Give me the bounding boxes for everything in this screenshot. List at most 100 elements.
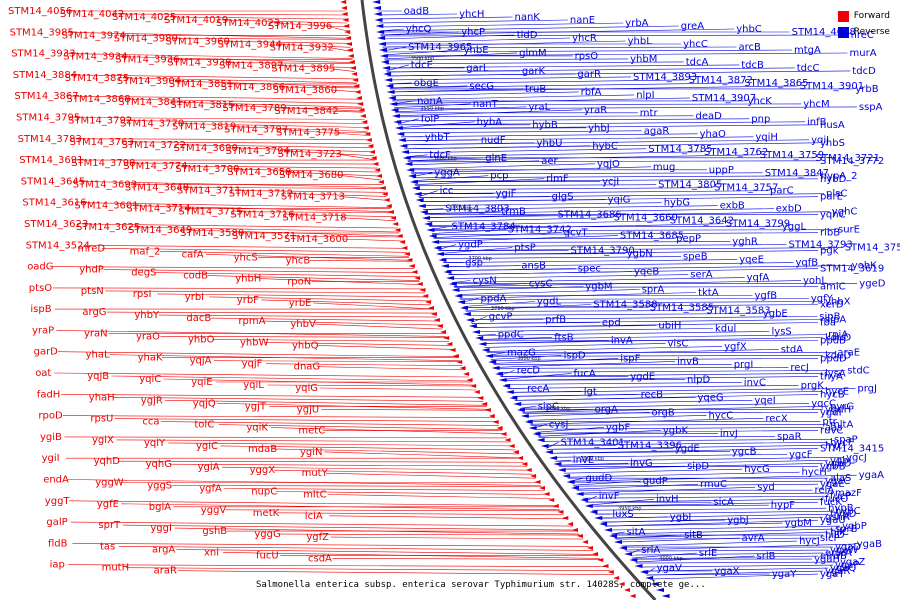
reverse-leader-line xyxy=(404,145,591,150)
reverse-gene-label: yhbU xyxy=(537,138,563,149)
forward-gene-arrow xyxy=(463,372,470,376)
reverse-leader-line xyxy=(412,175,819,179)
reverse-gene-label: ygcJ xyxy=(846,452,867,463)
reverse-gene-label: sitA xyxy=(627,527,646,538)
reverse-gene-arrow xyxy=(580,498,589,502)
scale-tick-label: 3850 kbp xyxy=(547,406,571,412)
forward-gene-arrow xyxy=(385,204,392,208)
forward-gene-label: STM14_3851 xyxy=(169,79,233,90)
reverse-gene-label: parC xyxy=(770,186,794,197)
reverse-gene-label: STM14_3893 xyxy=(633,72,697,83)
forward-leader-line xyxy=(69,53,353,59)
forward-gene-label: mutY xyxy=(302,468,329,479)
scale-tick-label: 3900 kbp xyxy=(581,456,605,462)
reverse-gene-label: STM14_3805 xyxy=(658,180,722,191)
forward-gene-label: ygjU xyxy=(297,404,319,415)
forward-gene-label: sprT xyxy=(98,520,121,531)
reverse-gene-label: obgE xyxy=(414,78,439,89)
reverse-gene-label: ispF xyxy=(620,353,640,364)
legend-item-forward: Forward xyxy=(837,8,890,24)
scale-tick-label: 3550 kbp xyxy=(421,106,445,112)
reverse-gene-label: STM14_3588 xyxy=(593,300,657,311)
reverse-gene-label: garR xyxy=(577,69,601,80)
forward-leader-line xyxy=(117,13,346,16)
reverse-gene-label: ygdI xyxy=(820,407,842,418)
reverse-gene-arrow xyxy=(454,294,463,298)
reverse-gene-label: orgB xyxy=(652,407,675,418)
reverse-gene-label: STM14_3847 xyxy=(765,168,829,179)
scale-tick-label: 3500 kbp xyxy=(411,56,435,62)
reverse-gene-label: cysC xyxy=(529,279,553,290)
forward-gene-arrow xyxy=(481,402,488,406)
forward-gene-arrow xyxy=(422,294,429,298)
forward-leader-line xyxy=(229,126,368,132)
forward-gene-label: STM14_3792 xyxy=(68,116,132,127)
reverse-leader-line xyxy=(512,394,639,397)
reverse-gene-label: STM14_4018 xyxy=(792,27,856,38)
reverse-gene-label: hybD xyxy=(820,174,847,185)
reverse-gene-label: STM14_3401 xyxy=(561,437,625,448)
reverse-leader-line xyxy=(558,460,829,466)
forward-leader-line xyxy=(213,360,461,363)
reverse-gene-arrow xyxy=(424,222,433,226)
reverse-gene-label: fucP xyxy=(830,491,851,502)
reverse-leader-line xyxy=(454,286,819,288)
forward-gene-label: cca xyxy=(142,417,159,428)
reverse-leader-line xyxy=(558,462,629,466)
reverse-gene-label: trmB xyxy=(501,207,526,218)
scale-tick-label: 3950 kbp xyxy=(618,506,642,512)
forward-gene-arrow xyxy=(567,522,574,526)
reverse-gene-label: kduD xyxy=(825,350,851,361)
reverse-leader-line xyxy=(450,274,689,279)
reverse-gene-label: ygbJ xyxy=(727,515,749,526)
reverse-gene-arrow xyxy=(411,186,420,190)
reverse-leader-line xyxy=(430,229,837,231)
forward-leader-line xyxy=(159,251,409,257)
forward-leader-line xyxy=(265,363,463,366)
forward-gene-arrow xyxy=(350,66,356,70)
reverse-gene-arrow xyxy=(386,90,395,94)
reverse-gene-arrow xyxy=(413,192,422,196)
reverse-leader-line xyxy=(415,184,657,186)
reverse-leader-line xyxy=(399,130,642,134)
reverse-gene-label: exbD xyxy=(776,204,802,215)
reverse-leader-line xyxy=(492,358,619,364)
reverse-gene-label: sipA xyxy=(825,315,846,326)
reverse-gene-label: ygbM xyxy=(585,282,612,293)
reverse-gene-arrow xyxy=(446,276,455,280)
reverse-gene-label: epd xyxy=(602,318,621,329)
forward-gene-arrow xyxy=(548,498,555,502)
forward-gene-label: metK xyxy=(253,508,280,519)
reverse-gene-label: yggA xyxy=(434,168,460,179)
reverse-gene-arrow xyxy=(433,246,442,250)
reverse-gene-label: yhcQ xyxy=(406,24,432,35)
forward-gene-label: STM14_3700 xyxy=(175,164,239,175)
scale-ticks: 3500 kbp 3550 kbp 3600 kbp 3650 kbp 3700 kbp… xyxy=(411,56,683,562)
reverse-gene-arrow xyxy=(426,228,435,232)
forward-gene-label: STM14_3884 xyxy=(13,70,77,81)
reverse-gene-label: STM14_3685 xyxy=(620,231,684,242)
reverse-leader-line xyxy=(625,549,829,552)
forward-gene-arrow xyxy=(372,162,379,166)
forward-leader-line xyxy=(231,147,374,153)
forward-gene-label: STM14_4025 xyxy=(112,12,176,23)
reverse-gene-label: hycJ xyxy=(799,536,820,547)
forward-leader-line xyxy=(158,314,437,318)
forward-gene-label: STM14_3932 xyxy=(270,42,334,53)
scale-tick-label: 3600 kbp xyxy=(433,156,457,162)
forward-gene-arrow xyxy=(456,360,463,364)
reverse-gene-label: mltA xyxy=(830,419,853,430)
reverse-gene-label: nanT xyxy=(473,99,499,110)
reverse-leader-line xyxy=(389,82,743,89)
reverse-leader-line xyxy=(383,49,793,53)
forward-leader-line xyxy=(341,238,403,242)
reverse-gene-label: hypB xyxy=(828,503,854,514)
reverse-leader-line xyxy=(438,247,843,251)
reverse-gene-arrow xyxy=(399,144,408,148)
reverse-gene-label: hybA xyxy=(477,117,503,128)
reverse-leader-line xyxy=(495,367,789,369)
forward-gene-label: STM14_3866 xyxy=(221,82,285,93)
reverse-leader-line xyxy=(413,178,819,183)
reverse-leader-line xyxy=(546,447,673,450)
forward-gene-label: STM14_3895 xyxy=(271,64,335,75)
